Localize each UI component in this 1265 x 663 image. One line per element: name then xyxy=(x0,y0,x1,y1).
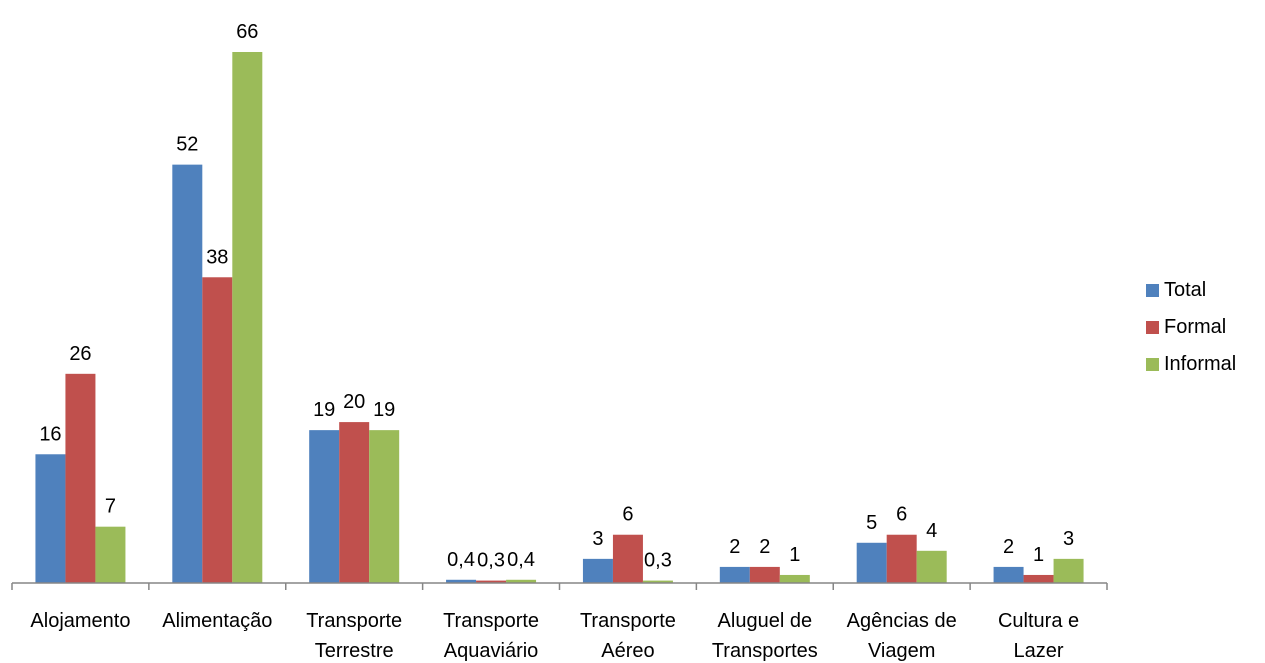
data-label-total: 19 xyxy=(313,399,335,421)
data-label-total: 2 xyxy=(729,536,740,558)
data-label-informal: 7 xyxy=(105,496,116,518)
bar-formal xyxy=(749,566,780,583)
data-label-formal: 38 xyxy=(206,246,228,268)
bar-formal xyxy=(202,277,233,583)
category-label: Transportes xyxy=(712,640,818,662)
x-axis-ticks xyxy=(11,583,1108,590)
data-label-informal: 66 xyxy=(236,21,258,43)
category-label: Agências de xyxy=(847,610,957,632)
data-label-informal: 1 xyxy=(789,544,800,566)
bar-informal xyxy=(642,580,673,583)
bar-informal xyxy=(369,430,400,583)
data-label-formal: 2 xyxy=(759,536,770,558)
category-label: Lazer xyxy=(1014,640,1064,662)
bar-informal xyxy=(506,579,537,583)
data-label-informal: 3 xyxy=(1063,528,1074,550)
data-label-formal: 0,3 xyxy=(477,550,505,572)
bar-total xyxy=(35,454,66,583)
legend-item-total: Total xyxy=(1146,278,1236,302)
data-label-total: 16 xyxy=(39,423,61,445)
data-label-total: 52 xyxy=(176,134,198,156)
category-label: Aéreo xyxy=(601,640,654,662)
data-label-formal: 26 xyxy=(69,343,91,365)
data-label-formal: 1 xyxy=(1033,544,1044,566)
legend-swatch-informal xyxy=(1146,357,1159,371)
category-label: Alojamento xyxy=(30,610,130,632)
data-label-informal: 0,4 xyxy=(507,549,535,571)
bar-formal xyxy=(65,373,96,583)
bar-total xyxy=(172,164,203,584)
bar-informal xyxy=(95,526,126,583)
data-label-formal: 20 xyxy=(343,391,365,413)
bar-formal xyxy=(476,580,507,583)
data-label-total: 0,4 xyxy=(447,549,475,571)
legend-swatch-formal xyxy=(1146,320,1159,334)
bar-formal xyxy=(1023,574,1054,583)
legend-swatch-total xyxy=(1146,283,1159,297)
legend-label-formal: Formal xyxy=(1164,315,1227,338)
bar-informal xyxy=(232,52,263,583)
data-label-informal: 4 xyxy=(926,520,937,542)
legend-label-total: Total xyxy=(1164,278,1207,301)
legend: Total Formal Informal xyxy=(1146,278,1236,389)
legend-item-informal: Informal xyxy=(1146,352,1236,376)
category-label: Transporte xyxy=(580,610,676,632)
bar-total xyxy=(856,542,887,583)
data-label-informal: 0,3 xyxy=(644,550,672,572)
bar-informal xyxy=(916,550,947,583)
bar-formal xyxy=(612,534,643,583)
data-label-total: 2 xyxy=(1003,536,1014,558)
category-label: Alimentação xyxy=(162,610,272,632)
bar-formal xyxy=(886,534,917,583)
category-label: Transporte xyxy=(306,610,402,632)
legend-label-informal: Informal xyxy=(1164,352,1237,375)
data-label-formal: 6 xyxy=(622,504,633,526)
category-labels-group: Alojamento Alimentação Transporte Terrestre… xyxy=(30,610,1079,662)
legend-item-formal: Formal xyxy=(1146,315,1236,339)
data-label-informal: 19 xyxy=(373,399,395,421)
bar-total xyxy=(993,566,1024,583)
bar-total xyxy=(446,579,477,583)
category-label: Terrestre xyxy=(315,640,394,662)
bar-total xyxy=(719,566,750,583)
category-label: Aluguel de xyxy=(718,610,813,632)
bar-formal xyxy=(339,422,370,583)
data-label-total: 5 xyxy=(866,512,877,534)
category-label: Viagem xyxy=(868,640,935,662)
bar-informal xyxy=(779,574,810,583)
bar-total xyxy=(582,558,613,583)
data-label-total: 3 xyxy=(592,528,603,550)
category-label: Aquaviário xyxy=(444,640,539,662)
category-label: Transporte xyxy=(443,610,539,632)
bar-total xyxy=(309,430,340,583)
bar-informal xyxy=(1053,558,1084,583)
bars-group xyxy=(35,52,1084,584)
category-label: Cultura e xyxy=(998,610,1079,632)
data-label-formal: 6 xyxy=(896,504,907,526)
